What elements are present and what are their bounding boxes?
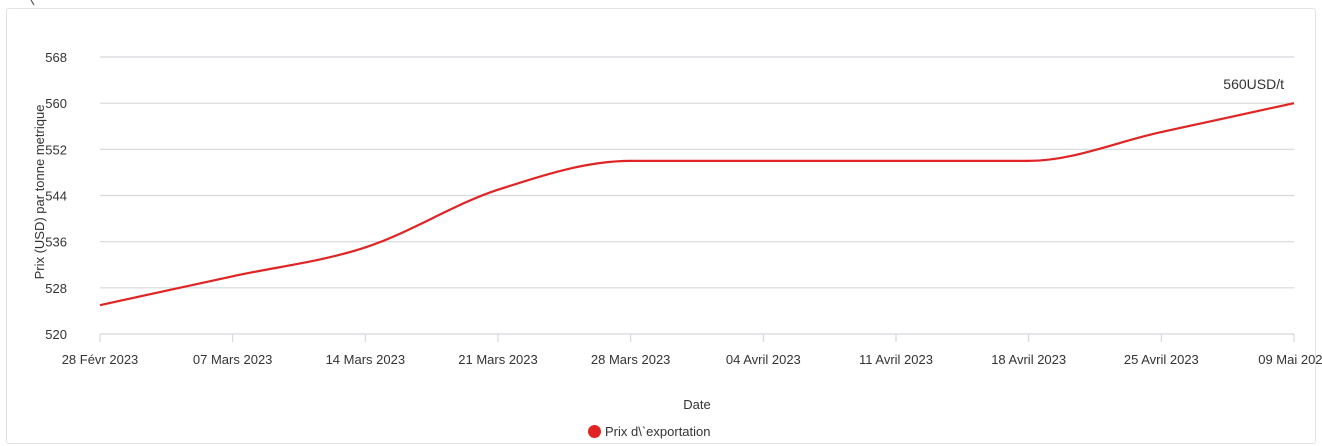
y-tick-label: 552: [45, 142, 67, 157]
x-tick-label: 28 Mars 2023: [591, 352, 671, 367]
x-tick-label: 09 Mai 2023: [1258, 352, 1322, 367]
clipped-heading-fragment: [30, 0, 35, 6]
y-tick-label: 544: [45, 189, 67, 204]
y-tick-label: 528: [45, 281, 67, 296]
x-tick-label: 18 Avril 2023: [991, 352, 1066, 367]
x-tick-label: 21 Mars 2023: [458, 352, 538, 367]
series-line: [99, 102, 1295, 307]
y-tick-label: 568: [45, 50, 67, 65]
y-tick-label: 560: [45, 96, 67, 111]
annotation-label: 560USD/t: [1223, 76, 1284, 92]
x-tick-label: 28 Févr 2023: [62, 352, 139, 367]
y-axis-title: Prix (USD) par tonne metrique: [32, 105, 47, 280]
legend[interactable]: Prix d\`exportation: [588, 424, 711, 439]
x-tick-label: 14 Mars 2023: [326, 352, 406, 367]
x-axis-title: Date: [683, 397, 710, 412]
x-tick-label: 25 Avril 2023: [1124, 352, 1199, 367]
x-tick-label: 04 Avril 2023: [726, 352, 801, 367]
x-tick-label: 11 Avril 2023: [859, 352, 933, 367]
legend-label: Prix d\`exportation: [605, 424, 711, 439]
legend-dot: [588, 425, 601, 438]
y-tick-label: 536: [45, 235, 67, 250]
x-tick-label: 07 Mars 2023: [193, 352, 273, 367]
chart-panel: [6, 8, 1316, 444]
y-tick-label: 520: [45, 327, 67, 342]
